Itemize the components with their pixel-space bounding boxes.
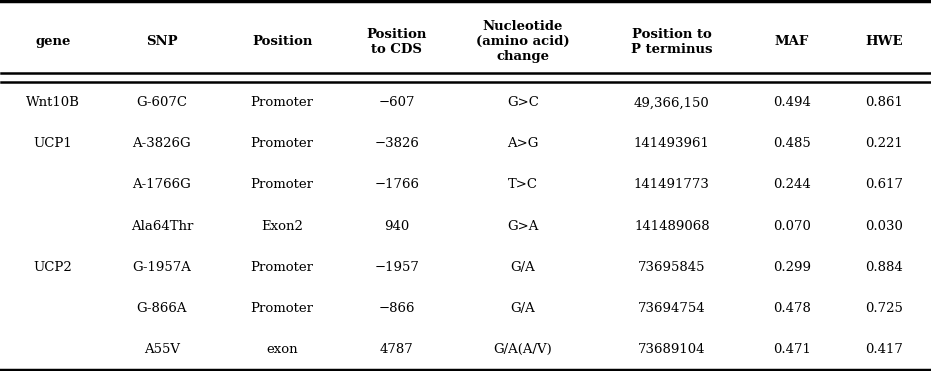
Text: A-1766G: A-1766G xyxy=(132,178,191,191)
Text: G-607C: G-607C xyxy=(136,96,187,109)
Text: 0.861: 0.861 xyxy=(865,96,903,109)
Text: 0.494: 0.494 xyxy=(773,96,811,109)
Text: 0.299: 0.299 xyxy=(773,260,811,273)
Text: 4787: 4787 xyxy=(380,342,413,355)
Text: A55V: A55V xyxy=(143,342,180,355)
Text: 0.244: 0.244 xyxy=(774,178,811,191)
Text: Position to
P terminus: Position to P terminus xyxy=(631,28,712,56)
Text: G>A: G>A xyxy=(507,220,538,233)
Text: 141493961: 141493961 xyxy=(634,137,709,151)
Text: 0.884: 0.884 xyxy=(865,260,903,273)
Text: 0.221: 0.221 xyxy=(865,137,903,151)
Text: Position: Position xyxy=(252,35,312,48)
Text: A-3826G: A-3826G xyxy=(132,137,191,151)
Text: A>G: A>G xyxy=(507,137,538,151)
Text: 0.030: 0.030 xyxy=(865,220,903,233)
Text: exon: exon xyxy=(266,342,298,355)
Text: 0.485: 0.485 xyxy=(774,137,811,151)
Text: 0.471: 0.471 xyxy=(773,342,811,355)
Text: −3826: −3826 xyxy=(374,137,419,151)
Text: 73695845: 73695845 xyxy=(638,260,706,273)
Text: 141491773: 141491773 xyxy=(634,178,709,191)
Text: 49,366,150: 49,366,150 xyxy=(634,96,709,109)
Text: G-1957A: G-1957A xyxy=(132,260,191,273)
Text: 0.617: 0.617 xyxy=(865,178,903,191)
Text: Position
to CDS: Position to CDS xyxy=(367,28,427,56)
Text: −1957: −1957 xyxy=(374,260,419,273)
Text: 0.478: 0.478 xyxy=(773,302,811,315)
Text: Promoter: Promoter xyxy=(250,260,314,273)
Text: Promoter: Promoter xyxy=(250,302,314,315)
Text: HWE: HWE xyxy=(865,35,902,48)
Text: 73694754: 73694754 xyxy=(638,302,706,315)
Text: −866: −866 xyxy=(379,302,415,315)
Text: 0.070: 0.070 xyxy=(773,220,811,233)
Text: 0.417: 0.417 xyxy=(865,342,903,355)
Text: MAF: MAF xyxy=(775,35,809,48)
Text: Ala64Thr: Ala64Thr xyxy=(130,220,193,233)
Text: Promoter: Promoter xyxy=(250,178,314,191)
Text: UCP2: UCP2 xyxy=(34,260,73,273)
Text: G/A: G/A xyxy=(510,260,535,273)
Text: G-866A: G-866A xyxy=(137,302,187,315)
Text: 73689104: 73689104 xyxy=(638,342,706,355)
Text: G/A: G/A xyxy=(510,302,535,315)
Text: −607: −607 xyxy=(379,96,415,109)
Text: Wnt10B: Wnt10B xyxy=(26,96,80,109)
Text: −1766: −1766 xyxy=(374,178,419,191)
Text: SNP: SNP xyxy=(146,35,178,48)
Text: Exon2: Exon2 xyxy=(262,220,304,233)
Text: Promoter: Promoter xyxy=(250,137,314,151)
Text: 141489068: 141489068 xyxy=(634,220,709,233)
Text: gene: gene xyxy=(35,35,71,48)
Text: G>C: G>C xyxy=(506,96,539,109)
Text: 0.725: 0.725 xyxy=(865,302,903,315)
Text: Nucleotide
(amino acid)
change: Nucleotide (amino acid) change xyxy=(476,20,570,63)
Text: T>C: T>C xyxy=(507,178,538,191)
Text: UCP1: UCP1 xyxy=(34,137,73,151)
Text: Promoter: Promoter xyxy=(250,96,314,109)
Text: G/A(A/V): G/A(A/V) xyxy=(493,342,552,355)
Text: 940: 940 xyxy=(385,220,410,233)
